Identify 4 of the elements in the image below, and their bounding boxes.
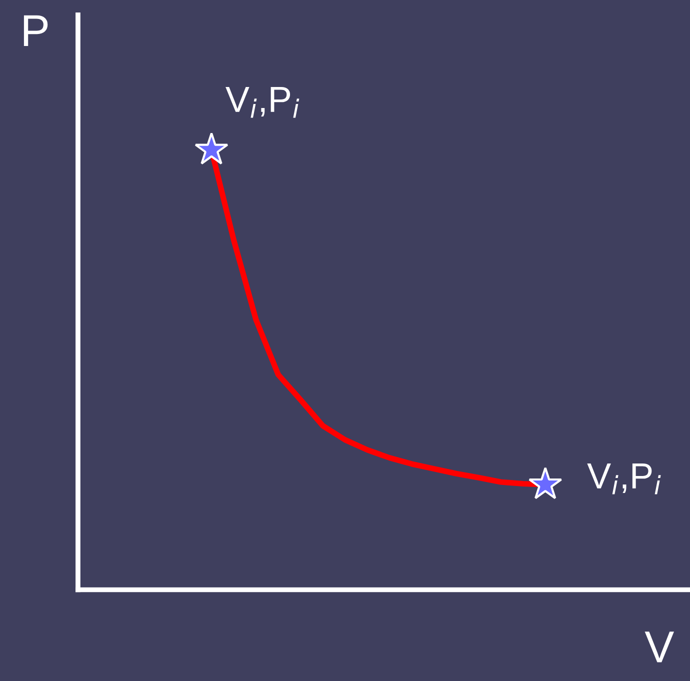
- text: V$_{i}$,P$_{i}$: [226, 87, 300, 118]
- y-axis-title: P: [24, 15, 48, 46]
- annotation: V$_{i}$,P$_{i}$: [587, 464, 661, 494]
- x-axis-title: V: [644, 632, 674, 662]
